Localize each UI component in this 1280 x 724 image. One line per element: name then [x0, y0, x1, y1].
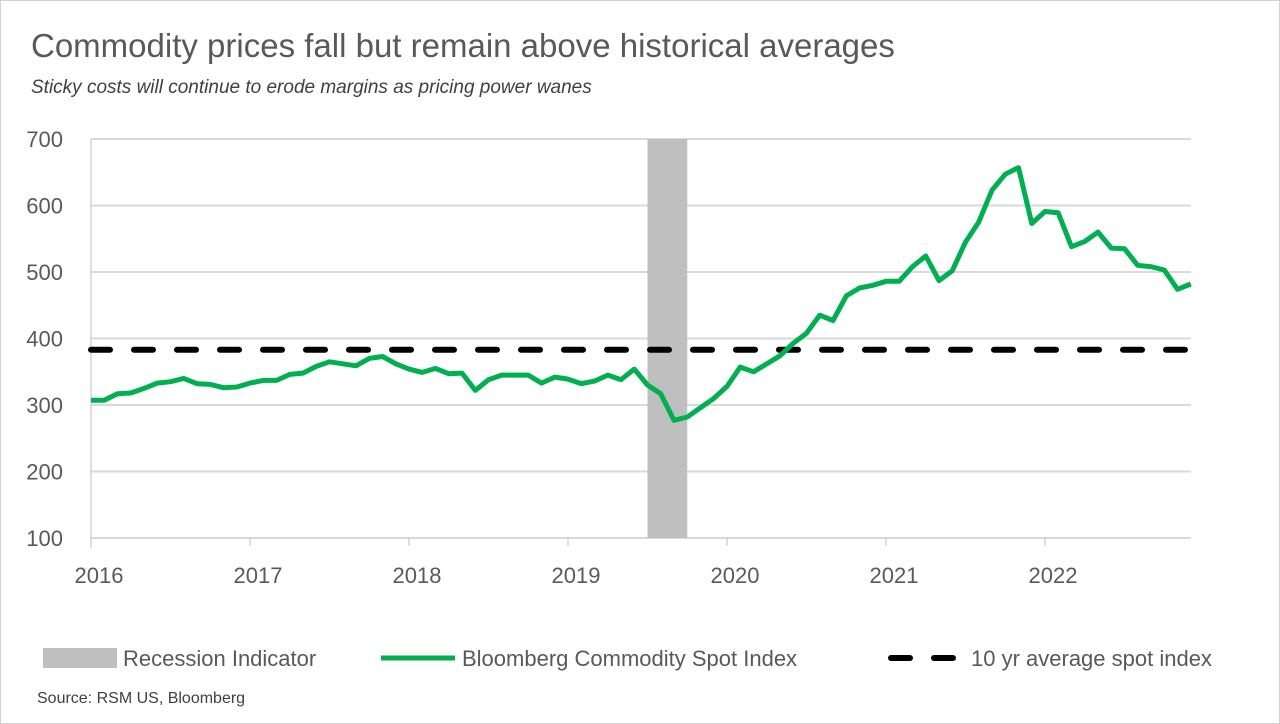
x-tick-label: 2017 [234, 563, 283, 588]
chart-subtitle: Sticky costs will continue to erode marg… [31, 77, 592, 98]
x-tick-label: 2018 [393, 563, 442, 588]
y-tick-label: 700 [26, 127, 63, 152]
x-tick-label: 2016 [75, 563, 124, 588]
chart-title: Commodity prices fall but remain above h… [31, 27, 895, 64]
y-tick-label: 400 [26, 327, 63, 352]
x-tick-label: 2020 [711, 563, 760, 588]
legend-spot-label: Bloomberg Commodity Spot Index [462, 646, 797, 671]
spot-index-line [91, 165, 1192, 423]
y-tick-label: 600 [26, 194, 63, 219]
x-tick-label: 2019 [552, 563, 601, 588]
x-tick-label: 2021 [870, 563, 919, 588]
legend-average-label: 10 yr average spot index [971, 646, 1212, 671]
source-note: Source: RSM US, Bloomberg [37, 690, 246, 707]
legend-recession-label: Recession Indicator [123, 646, 316, 671]
y-tick-label: 200 [26, 460, 63, 485]
recession-bar [647, 139, 688, 538]
y-tick-label: 300 [26, 393, 63, 418]
y-tick-label: 500 [26, 260, 63, 285]
legend-recession-swatch [43, 648, 117, 668]
x-tick-label: 2022 [1029, 563, 1078, 588]
y-tick-label: 100 [26, 526, 63, 551]
